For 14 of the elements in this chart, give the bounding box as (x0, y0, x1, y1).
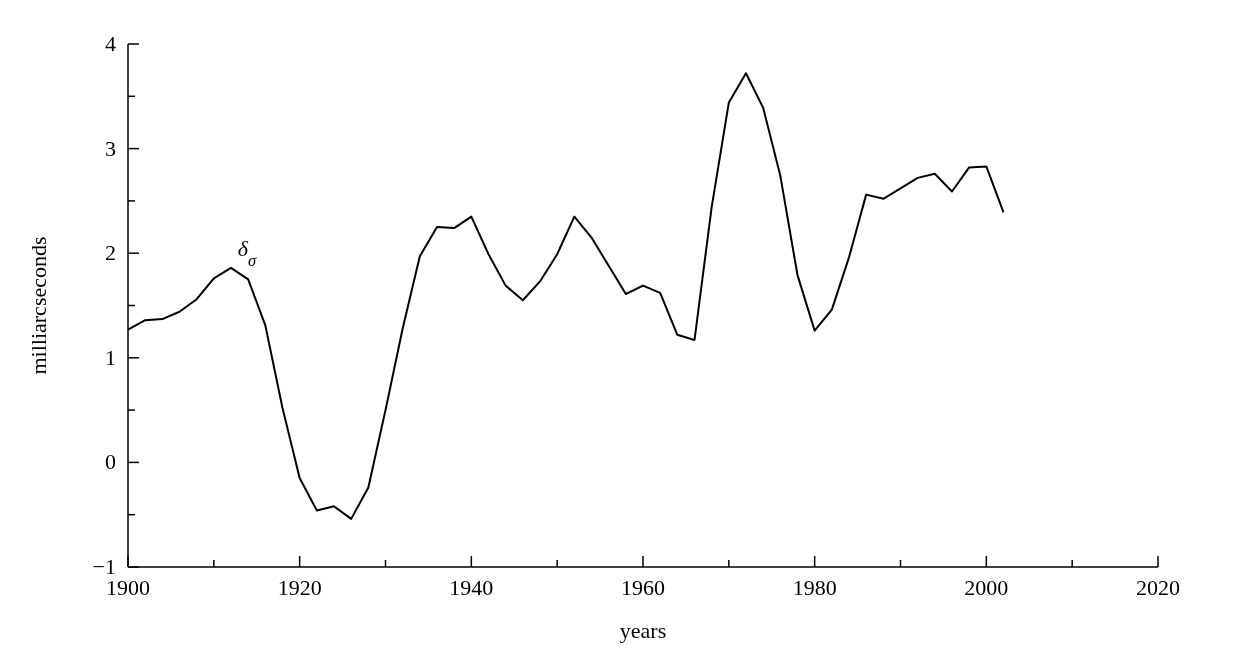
y-axis-title: milliarcseconds (25, 236, 51, 375)
y-tick-label: 0 (105, 449, 116, 475)
x-tick-label: 1960 (621, 575, 665, 600)
x-tick-label: 1940 (449, 575, 494, 600)
x-axis-title: years (619, 618, 667, 643)
x-tick-label: 1920 (277, 575, 322, 600)
annotation: δ$_{σ}$ (237, 235, 258, 270)
y-tick-label: 3 (105, 135, 116, 161)
x-tick-label: 2020 (1136, 575, 1180, 600)
x-tick-label: 1980 (792, 575, 837, 600)
y-tick-label: 1 (105, 344, 116, 370)
y-tick-label: 2 (105, 240, 116, 266)
x-tick-label: 2000 (964, 575, 1009, 600)
y-tick-label: 4 (105, 31, 116, 56)
